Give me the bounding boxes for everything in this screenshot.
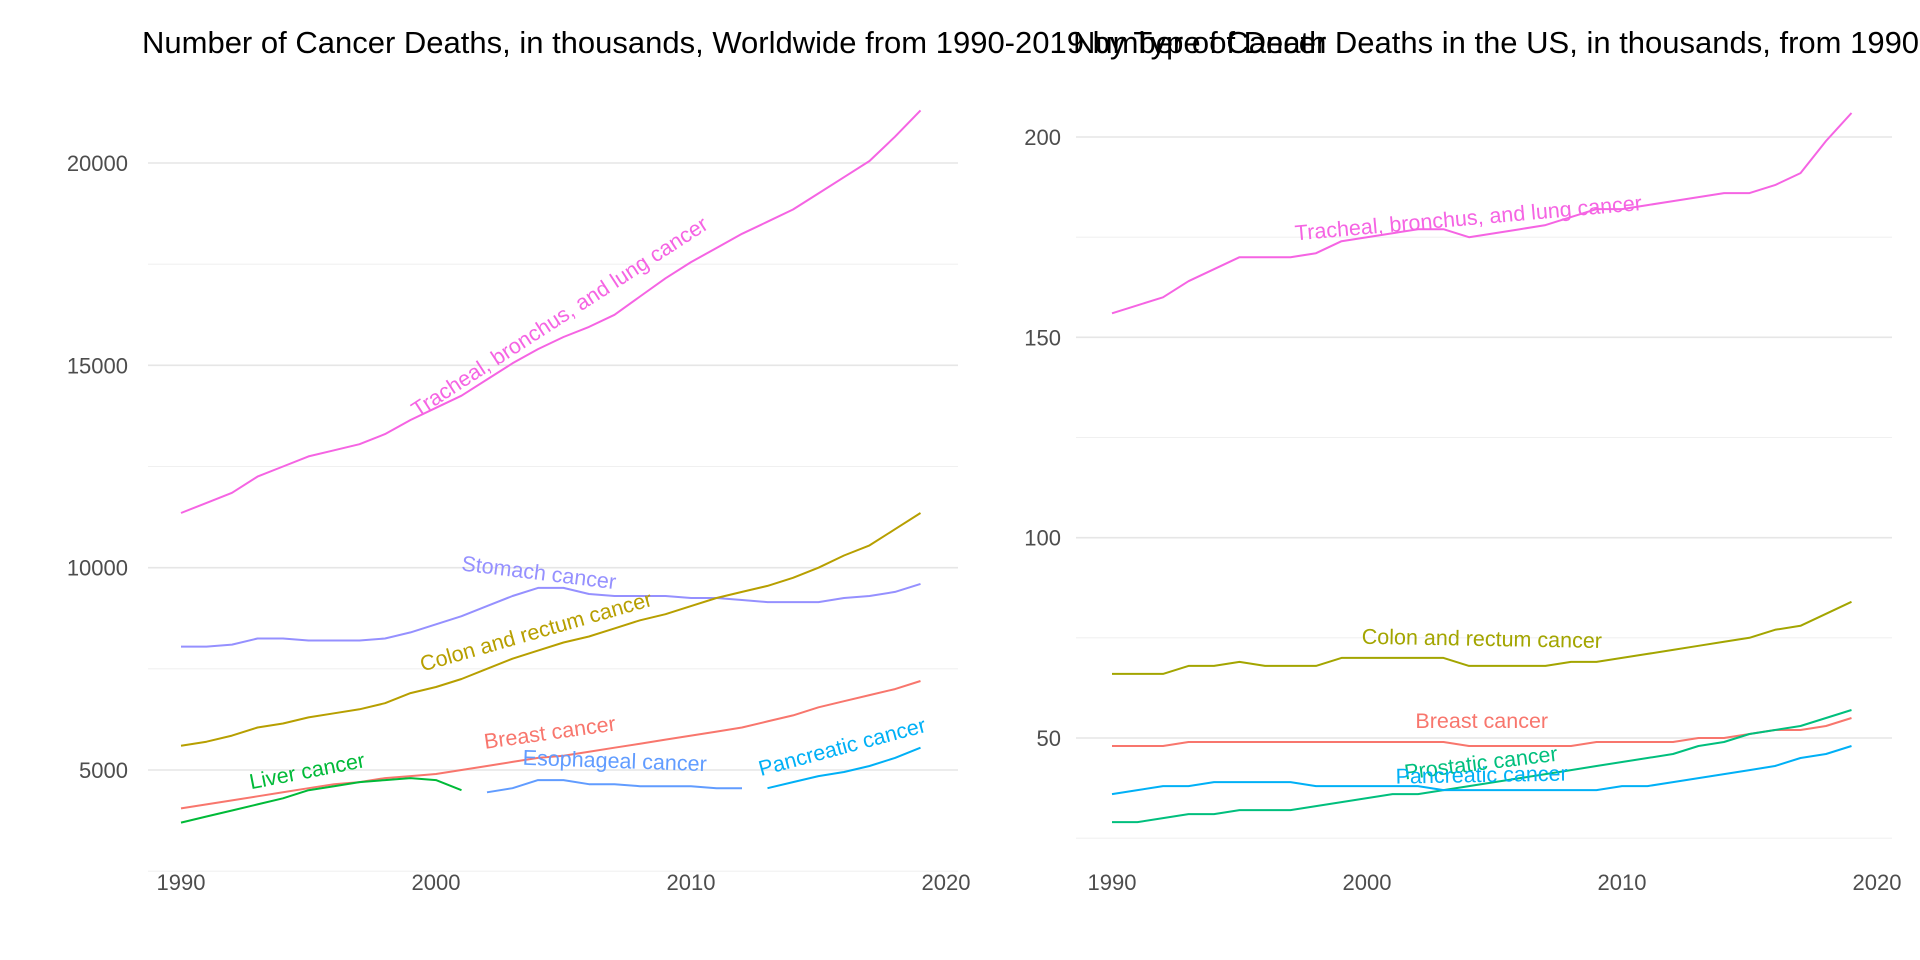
- series-colon-and-rectum-cancer: Colon and rectum cancer: [1112, 600, 1852, 675]
- series-line: [767, 746, 921, 790]
- series-label: Pancreatic cancer: [1395, 762, 1567, 789]
- x-tick-label: 2020: [1853, 870, 1902, 895]
- series-pancreatic-cancer: Pancreatic cancer: [756, 713, 928, 790]
- y-tick-label: 100: [1024, 526, 1061, 551]
- series-line: [1112, 600, 1852, 675]
- series-breast-cancer: Breast cancer: [1112, 709, 1852, 747]
- series-tracheal-bronchus-and-lung-cancer: Tracheal, bronchus, and lung cancer: [1111, 112, 1853, 315]
- x-tick-label: 2020: [922, 870, 971, 895]
- series-label: Colon and rectum cancer: [417, 587, 655, 676]
- series-line: [1112, 709, 1852, 824]
- gridlines: [1076, 136, 1892, 839]
- x-tick-label: 2010: [667, 870, 716, 895]
- series-line: [486, 779, 742, 794]
- series-label: Esophageal cancer: [522, 746, 707, 776]
- series-line: [1111, 112, 1853, 315]
- y-tick-label: 200: [1024, 125, 1061, 150]
- y-tick-label: 10000: [67, 556, 128, 581]
- y-tick-label: 15000: [67, 353, 128, 378]
- series-label: Colon and rectum cancer: [1362, 625, 1603, 653]
- series-line: [180, 109, 922, 514]
- x-tick-label: 1990: [157, 870, 206, 895]
- series-esophageal-cancer: Esophageal cancer: [486, 746, 742, 794]
- series-label: Breast cancer: [1415, 709, 1548, 733]
- series-line: [180, 777, 462, 824]
- y-tick-label: 50: [1037, 726, 1061, 751]
- x-tick-label: 2000: [1343, 870, 1392, 895]
- series-line: [181, 582, 921, 648]
- x-tick-label: 2000: [412, 870, 461, 895]
- series-line: [180, 680, 921, 810]
- x-tick-label: 2010: [1598, 870, 1647, 895]
- x-tick-label: 1990: [1088, 870, 1137, 895]
- series-line: [180, 512, 922, 747]
- series-line: [1111, 745, 1852, 796]
- series-pancreatic-cancer: Pancreatic cancer: [1111, 745, 1852, 796]
- chart-title-us: Number of Cancer Deaths in the US, in th…: [1073, 25, 1920, 60]
- series-label: Liver cancer: [247, 748, 367, 794]
- y-tick-label: 5000: [79, 758, 128, 783]
- chart-panel-us: 50 100 150 200 1990 2000 2010 2020 Tracheal, bro…: [1024, 112, 1902, 895]
- y-tick-label: 150: [1024, 325, 1061, 350]
- y-tick-label: 20000: [67, 151, 128, 176]
- series-label: Tracheal, bronchus, and lung cancer: [407, 212, 712, 422]
- chart-panel-worldwide: 5000 10000 15000 20000 1990 2000 2010 2020 Trach…: [67, 109, 971, 895]
- series-tracheal-bronchus-and-lung-cancer: Tracheal, bronchus, and lung cancer: [180, 109, 922, 514]
- chart-title-worldwide: Number of Cancer Deaths, in thousands, W…: [142, 25, 1327, 60]
- series-line: [1112, 717, 1852, 747]
